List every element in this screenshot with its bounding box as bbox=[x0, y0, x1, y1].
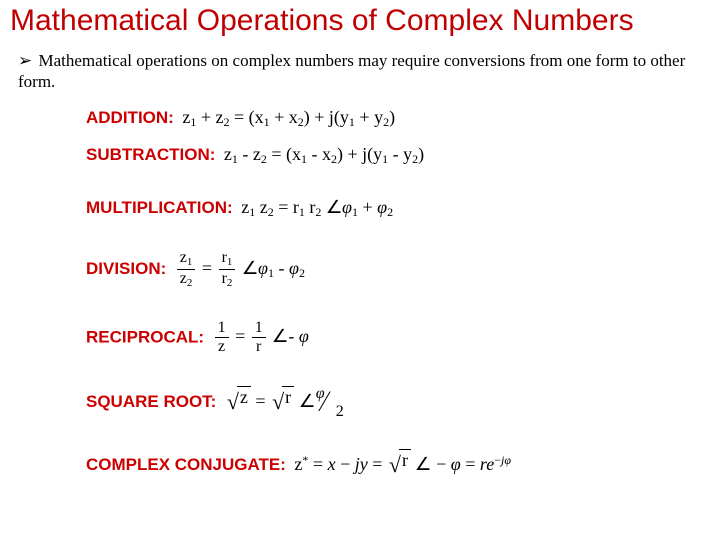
label-division: DIVISION: bbox=[86, 259, 166, 278]
row-complex-conjugate: COMPLEX CONJUGATE: z* = x − jy = √r ∠ − … bbox=[86, 449, 710, 478]
intro-text: Mathematical operations on complex numbe… bbox=[18, 51, 685, 91]
row-multiplication: MULTIPLICATION: z1 z2 = r1 r2 ∠φ1 + φ2 bbox=[86, 197, 710, 220]
label-square-root: SQUARE ROOT: bbox=[86, 392, 216, 411]
label-subtraction: SUBTRACTION: bbox=[86, 145, 215, 164]
row-addition: ADDITION: z1 + z2 = (x1 + x2) + j(y1 + y… bbox=[86, 107, 710, 130]
formula-reciprocal: 1z = 1r ∠- φ bbox=[208, 326, 309, 346]
formula-complex-conjugate: z* = x − jy = √r ∠ − φ = re−jφ bbox=[290, 454, 511, 474]
intro-paragraph: ➢ Mathematical operations on complex num… bbox=[18, 50, 710, 93]
bullet-icon: ➢ bbox=[18, 50, 32, 71]
formula-addition: z1 + z2 = (x1 + x2) + j(y1 + y2) bbox=[178, 107, 395, 127]
row-division: DIVISION: z1z2 = r1r2 ∠φ1 - φ2 bbox=[86, 250, 710, 290]
formula-square-root: √z = √r ∠φ⁄2 bbox=[220, 391, 344, 411]
row-square-root: SQUARE ROOT: √z = √r ∠φ⁄2 bbox=[86, 386, 710, 419]
label-complex-conjugate: COMPLEX CONJUGATE: bbox=[86, 455, 286, 474]
label-addition: ADDITION: bbox=[86, 108, 174, 127]
formula-subtraction: z1 - z2 = (x1 - x2) + j(y1 - y2) bbox=[219, 144, 424, 164]
formula-division: z1z2 = r1r2 ∠φ1 - φ2 bbox=[170, 258, 305, 278]
slide-title: Mathematical Operations of Complex Numbe… bbox=[10, 4, 710, 38]
row-subtraction: SUBTRACTION: z1 - z2 = (x1 - x2) + j(y1 … bbox=[86, 144, 710, 167]
label-multiplication: MULTIPLICATION: bbox=[86, 198, 233, 217]
formula-multiplication: z1 z2 = r1 r2 ∠φ1 + φ2 bbox=[237, 197, 393, 217]
operations-list: ADDITION: z1 + z2 = (x1 + x2) + j(y1 + y… bbox=[86, 107, 710, 479]
slide: Mathematical Operations of Complex Numbe… bbox=[0, 0, 720, 540]
label-reciprocal: RECIPROCAL: bbox=[86, 327, 204, 346]
row-reciprocal: RECIPROCAL: 1z = 1r ∠- φ bbox=[86, 320, 710, 357]
